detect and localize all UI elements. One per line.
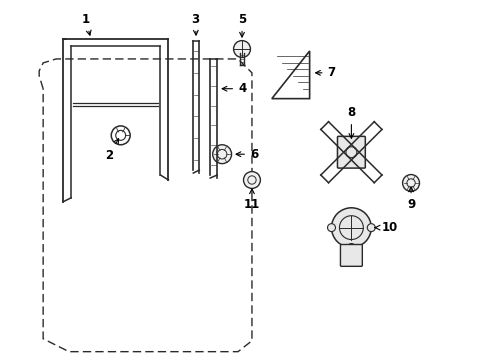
Text: 5: 5: [237, 13, 245, 37]
Text: 2: 2: [104, 139, 119, 162]
Circle shape: [233, 41, 250, 58]
Text: 6: 6: [236, 148, 258, 161]
Text: 9: 9: [406, 187, 414, 211]
Circle shape: [402, 175, 419, 192]
Circle shape: [342, 143, 360, 161]
Circle shape: [327, 224, 335, 231]
Circle shape: [212, 145, 231, 164]
FancyBboxPatch shape: [337, 136, 365, 168]
Text: 1: 1: [81, 13, 91, 35]
Circle shape: [243, 172, 260, 188]
Circle shape: [346, 243, 355, 251]
Text: 3: 3: [191, 13, 199, 35]
Text: 11: 11: [244, 189, 260, 211]
Circle shape: [366, 224, 374, 231]
Text: 10: 10: [374, 221, 397, 234]
Circle shape: [331, 208, 370, 247]
FancyBboxPatch shape: [340, 244, 362, 266]
Text: 8: 8: [346, 106, 355, 138]
Text: 4: 4: [222, 82, 246, 95]
Text: 7: 7: [315, 66, 335, 79]
